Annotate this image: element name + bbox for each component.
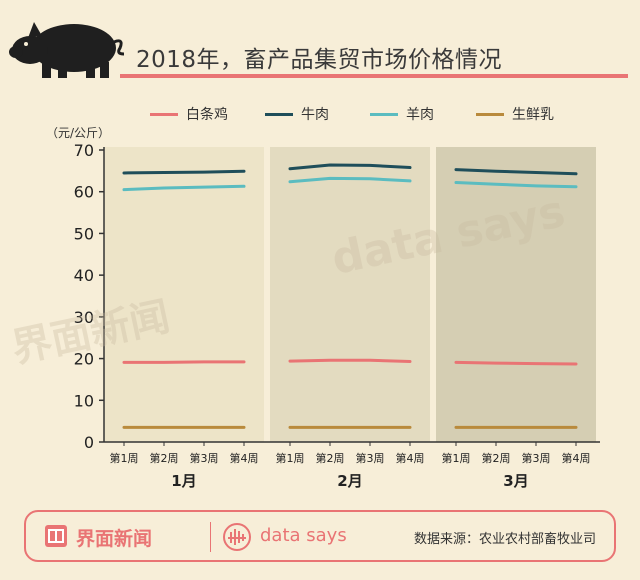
x-tick-label: 第3周 xyxy=(190,451,219,465)
legend-item-milk: 生鲜乳 xyxy=(476,104,554,124)
footer: 界面新闻 data says 数据来源：农业农村部畜牧业司 xyxy=(24,510,616,562)
series-line xyxy=(288,176,412,184)
legend-swatch xyxy=(370,112,398,116)
x-tick-label: 第1周 xyxy=(110,451,139,465)
month-label: 1月 xyxy=(171,472,196,490)
datasays-logo-icon xyxy=(223,523,251,551)
legend-label: 羊肉 xyxy=(406,107,434,123)
y-tick-label: 30 xyxy=(74,308,94,327)
series-line xyxy=(122,169,246,175)
month-panel xyxy=(270,147,430,442)
series-line xyxy=(454,360,578,366)
legend-label: 生鲜乳 xyxy=(512,107,554,123)
x-tick-label: 第4周 xyxy=(396,451,425,465)
chart-legend: 白条鸡 牛肉 羊肉 生鲜乳 xyxy=(0,104,640,124)
header: 2018年，畜产品集贸市场价格情况 xyxy=(0,0,640,90)
page-title: 2018年，畜产品集贸市场价格情况 xyxy=(136,47,503,73)
footer-brand: 界面新闻 xyxy=(76,528,153,550)
y-tick-label: 0 xyxy=(84,433,94,452)
month-panel xyxy=(436,147,596,442)
pig-icon xyxy=(9,22,125,78)
y-tick-label: 10 xyxy=(74,391,94,410)
y-axis-unit: （元/公斤） xyxy=(46,126,111,140)
legend-swatch xyxy=(476,112,504,116)
y-tick-label: 70 xyxy=(74,141,94,160)
month-label: 3月 xyxy=(503,472,528,490)
y-tick-label: 50 xyxy=(74,224,94,243)
title-underline xyxy=(120,74,628,78)
series-line xyxy=(454,168,578,176)
legend-label: 牛肉 xyxy=(301,107,329,123)
y-tick-label: 20 xyxy=(74,350,94,369)
x-tick-label: 第3周 xyxy=(356,451,385,465)
month-label: 2月 xyxy=(337,472,362,490)
legend-swatch xyxy=(265,112,293,116)
series-line xyxy=(288,358,412,363)
series-line xyxy=(454,181,578,189)
legend-item-beef: 牛肉 xyxy=(265,104,329,124)
legend-item-mutton: 羊肉 xyxy=(370,104,434,124)
x-tick-label: 第4周 xyxy=(562,451,591,465)
x-tick-label: 第1周 xyxy=(276,451,305,465)
series-line xyxy=(122,184,246,192)
month-panel xyxy=(104,147,264,442)
x-tick-label: 第4周 xyxy=(230,451,259,465)
footer-datasays: data says xyxy=(260,525,347,546)
y-tick-label: 60 xyxy=(74,183,94,202)
footer-divider xyxy=(210,522,211,552)
x-tick-label: 第2周 xyxy=(150,451,179,465)
x-tick-label: 第2周 xyxy=(482,451,511,465)
jiemian-logo-icon xyxy=(45,525,67,547)
legend-item-chicken: 白条鸡 xyxy=(150,104,228,124)
legend-swatch xyxy=(150,112,178,116)
y-tick-label: 40 xyxy=(74,266,94,285)
x-tick-label: 第2周 xyxy=(316,451,345,465)
data-source: 数据来源：农业农村部畜牧业司 xyxy=(413,532,596,547)
legend-label: 白条鸡 xyxy=(186,107,228,123)
series-line xyxy=(288,163,412,171)
x-tick-label: 第1周 xyxy=(442,451,471,465)
x-tick-label: 第3周 xyxy=(522,451,551,465)
